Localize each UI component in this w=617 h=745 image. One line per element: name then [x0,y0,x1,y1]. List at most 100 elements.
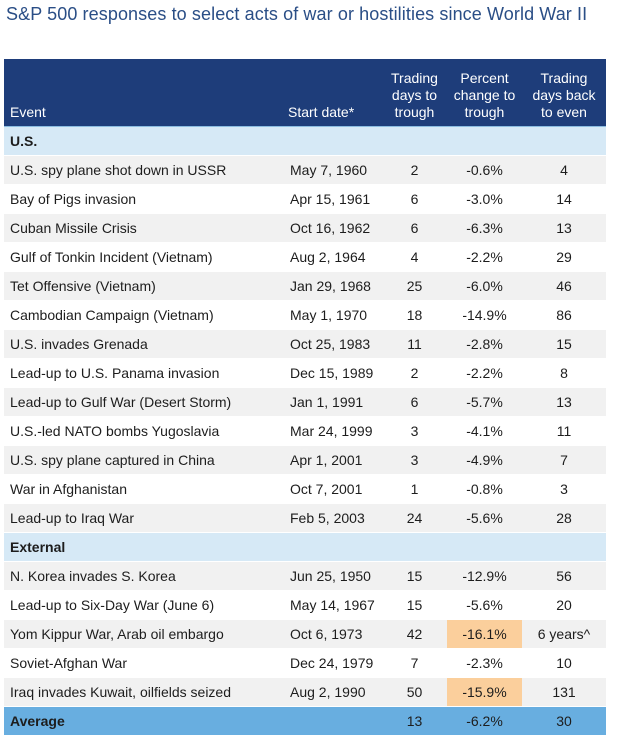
event-cell: U.S. spy plane captured in China [4,445,282,475]
days-back-to-even-cell: 13 [522,387,606,417]
days-back-to-even-cell: 20 [522,590,606,620]
section-row: External [4,532,606,562]
trading-days-cell: 3 [382,445,447,475]
table-row: U.S. spy plane shot down in USSR May 7, 1… [4,155,606,185]
percent-change-cell: -14.9% [447,300,522,330]
average-row: Average 13 -6.2% 30 [4,706,606,736]
trading-days-cell: 50 [382,677,447,707]
table-row: Lead-up to Six-Day War (June 6) May 14, 1… [4,590,606,620]
trading-days-cell: 6 [382,184,447,214]
table-row: U.S. invades Grenada Oct 25, 1983 11 -2.8% 1… [4,329,606,359]
event-cell: Soviet-Afghan War [4,648,282,678]
event-cell: Lead-up to Gulf War (Desert Storm) [4,387,282,417]
days-back-to-even-cell: 14 [522,184,606,214]
trading-days-cell: 6 [382,213,447,243]
start-date-cell: Feb 5, 2003 [282,503,382,533]
page-title: S&P 500 responses to select acts of war … [6,4,588,24]
table-body: U.S. U.S. spy plane shot down in USSR May … [4,126,606,736]
table-row: U.S. spy plane captured in China Apr 1, 2… [4,445,606,475]
trading-days-cell: 6 [382,387,447,417]
percent-change-cell: -2.3% [447,648,522,678]
event-cell: Cuban Missile Crisis [4,213,282,243]
event-cell: Bay of Pigs invasion [4,184,282,214]
start-date-cell: Apr 1, 2001 [282,445,382,475]
war-responses-table: Event Start date* Trading days to trough… [4,59,606,736]
days-back-to-even-cell: 28 [522,503,606,533]
percent-change-cell: -5.6% [447,503,522,533]
trading-days-cell: 15 [382,590,447,620]
trading-days-cell: 18 [382,300,447,330]
trading-days-cell: 2 [382,155,447,185]
trading-days-cell: 3 [382,416,447,446]
table-row: Bay of Pigs invasion Apr 15, 1961 6 -3.0% 14 [4,184,606,214]
table-row: Lead-up to U.S. Panama invasion Dec 15, 1… [4,358,606,388]
start-date-cell: Aug 2, 1990 [282,677,382,707]
percent-change-cell: -4.1% [447,416,522,446]
event-cell: Lead-up to Iraq War [4,503,282,533]
table-row: Iraq invades Kuwait, oilfields seized Aug… [4,677,606,707]
start-date-cell: Aug 2, 1964 [282,242,382,272]
event-cell: Gulf of Tonkin Incident (Vietnam) [4,242,282,272]
start-date-cell: Apr 15, 1961 [282,184,382,214]
header-event: Event [4,59,282,127]
start-date-cell: Oct 6, 1973 [282,619,382,649]
header-percent-change: Percent change to trough [447,59,522,127]
start-date-cell: Oct 7, 2001 [282,474,382,504]
percent-change-cell: -16.1% [447,619,522,649]
event-cell: Lead-up to Six-Day War (June 6) [4,590,282,620]
percent-change-cell: -0.8% [447,474,522,504]
trading-days-cell: 2 [382,358,447,388]
trading-days-cell: 24 [382,503,447,533]
header-days-back-to-even: Trading days back to even [522,59,606,127]
days-back-to-even-cell: 6 years^ [522,619,606,649]
days-back-to-even-cell: 13 [522,213,606,243]
days-back-to-even-cell: 11 [522,416,606,446]
percent-change-cell: -15.9% [447,677,522,707]
percent-change-cell: -6.3% [447,213,522,243]
event-cell: U.S. invades Grenada [4,329,282,359]
percent-change-cell: -2.8% [447,329,522,359]
trading-days-cell: 1 [382,474,447,504]
table-row: Tet Offensive (Vietnam) Jan 29, 1968 25 -6.… [4,271,606,301]
days-back-to-even-cell: 7 [522,445,606,475]
days-back-to-even-cell: 46 [522,271,606,301]
event-cell: Cambodian Campaign (Vietnam) [4,300,282,330]
start-date-cell: Oct 25, 1983 [282,329,382,359]
percent-change-cell: -3.0% [447,184,522,214]
percent-change-cell: -12.9% [447,561,522,591]
table-row: U.S.-led NATO bombs Yugoslavia Mar 24, 19… [4,416,606,446]
percent-change-cell: -6.0% [447,271,522,301]
event-cell: N. Korea invades S. Korea [4,561,282,591]
start-date-cell: Oct 16, 1962 [282,213,382,243]
days-back-to-even-cell: 29 [522,242,606,272]
average-label: Average [4,706,382,736]
table-row: Lead-up to Iraq War Feb 5, 2003 24 -5.6% 28 [4,503,606,533]
trading-days-cell: 15 [382,561,447,591]
start-date-cell: May 7, 1960 [282,155,382,185]
table-row: Yom Kippur War, Arab oil embargo Oct 6, 1… [4,619,606,649]
average-percent-change: -6.2% [447,706,522,736]
trading-days-cell: 42 [382,619,447,649]
days-back-to-even-cell: 10 [522,648,606,678]
percent-change-cell: -5.7% [447,387,522,417]
start-date-cell: Mar 24, 1999 [282,416,382,446]
average-trading-days: 13 [382,706,447,736]
days-back-to-even-cell: 131 [522,677,606,707]
start-date-cell: May 1, 1970 [282,300,382,330]
section-label: External [4,532,606,562]
section-row: U.S. [4,126,606,156]
header-start-date: Start date* [282,59,382,127]
table-row: Soviet-Afghan War Dec 24, 1979 7 -2.3% 10 [4,648,606,678]
trading-days-cell: 25 [382,271,447,301]
percent-change-cell: -4.9% [447,445,522,475]
table-row: Cambodian Campaign (Vietnam) May 1, 1970 1… [4,300,606,330]
event-cell: U.S. spy plane shot down in USSR [4,155,282,185]
percent-change-cell: -2.2% [447,358,522,388]
trading-days-cell: 4 [382,242,447,272]
event-cell: U.S.-led NATO bombs Yugoslavia [4,416,282,446]
days-back-to-even-cell: 15 [522,329,606,359]
start-date-cell: Jun 25, 1950 [282,561,382,591]
event-cell: Lead-up to U.S. Panama invasion [4,358,282,388]
table-row: Lead-up to Gulf War (Desert Storm) Jan 1,… [4,387,606,417]
start-date-cell: May 14, 1967 [282,590,382,620]
